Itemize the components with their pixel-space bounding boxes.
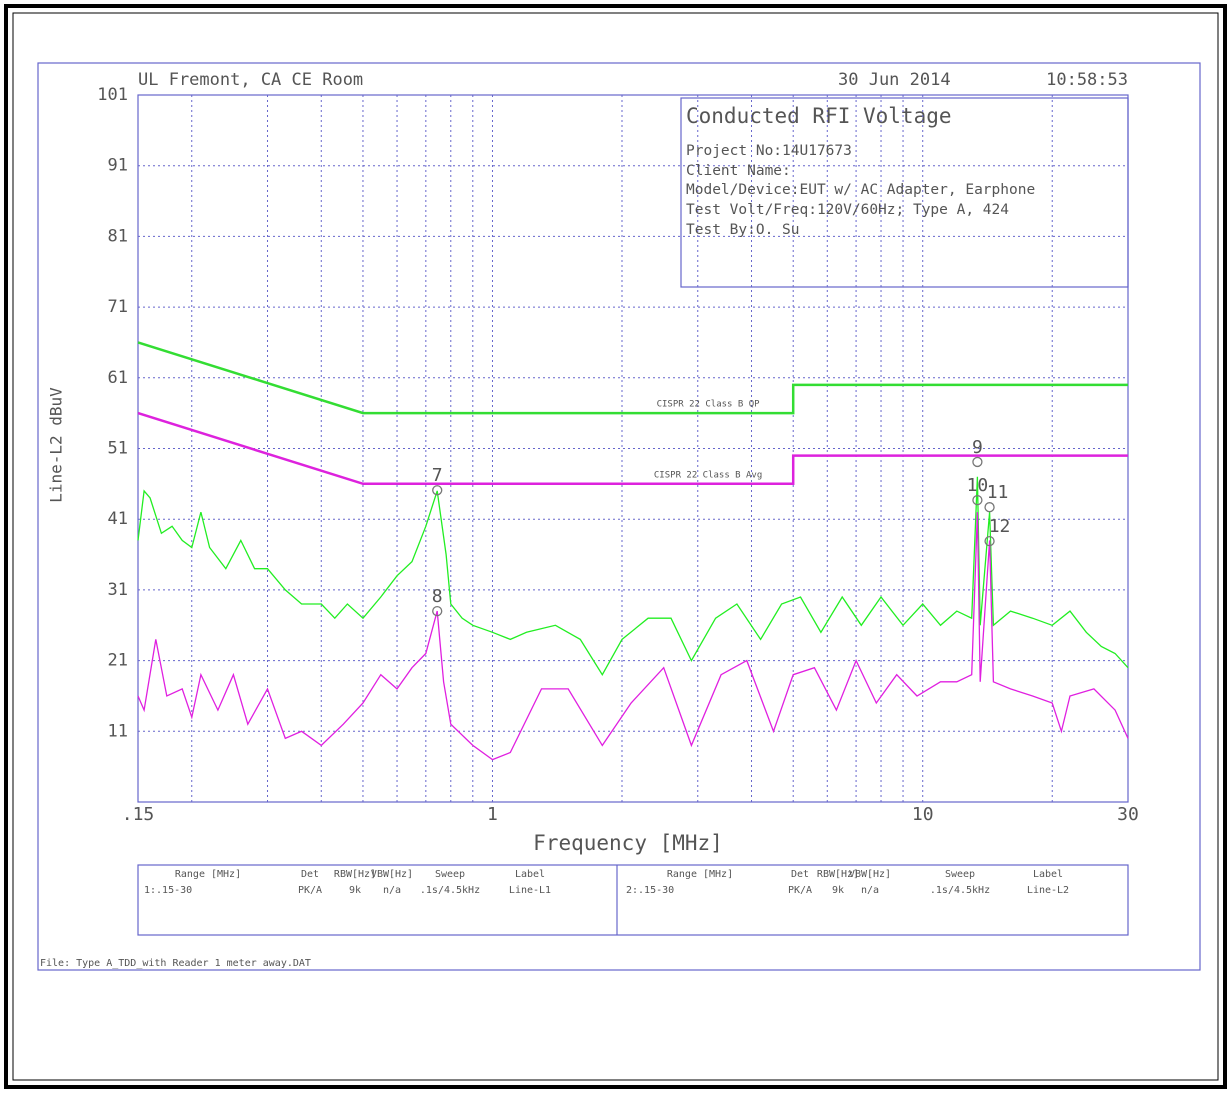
y-tick-label: 41: [108, 509, 128, 529]
table-cell: 9k: [349, 885, 361, 896]
legend-table: [137, 864, 1129, 936]
marker-label: 7: [432, 465, 443, 486]
table-cell: .1s/4.5kHz: [420, 885, 480, 896]
y-tick-label: 61: [108, 368, 128, 388]
date: 30 Jun 2014: [838, 70, 951, 90]
x-tick-label: 10: [912, 804, 934, 825]
table-header: Sweep: [945, 869, 975, 880]
table-cell: 1:.15-30: [144, 885, 192, 896]
plot: CISPR 22 Class B QP CISPR 22 Class B Avg 7…: [137, 341, 1129, 761]
y-tick-label: 31: [108, 580, 128, 600]
table-header: Sweep: [435, 869, 465, 880]
trace: [137, 512, 1129, 761]
grid: 11 21 31 41 51 61 71 81 91 101 .15 1 10 30: [97, 85, 1139, 825]
marker: [972, 494, 983, 506]
marker: [984, 502, 995, 513]
time: 10:58:53: [1046, 70, 1128, 90]
marker-label: 9: [972, 437, 983, 458]
table-header: Range [MHz]: [667, 869, 733, 880]
table-cell: n/a: [861, 885, 879, 896]
table-header: VBW[Hz]: [849, 869, 891, 880]
outer-frame: [4, 4, 1227, 1089]
x-axis-label: Frequency [MHz]: [533, 831, 723, 855]
table-cell: 9k: [832, 885, 844, 896]
table-header: Label: [1033, 869, 1063, 880]
footer: File: Type A_TDD_with Reader 1 meter awa…: [40, 958, 311, 969]
table-header: Det: [791, 869, 809, 880]
info-title: Conducted RFI Voltage: [686, 104, 952, 128]
x-tick-label: .15: [122, 804, 155, 825]
table-cell: Line-L2: [1027, 885, 1069, 896]
y-tick-label: 21: [108, 651, 128, 671]
marker-label: 8: [432, 586, 443, 607]
marker: [432, 485, 443, 496]
y-tick-label: 91: [108, 156, 128, 176]
table-cell: 2:.15-30: [626, 885, 674, 896]
table-cell: .1s/4.5kHz: [930, 885, 990, 896]
info-line: Test Volt/Freq:120V/60Hz; Type A, 424: [686, 202, 1009, 218]
marker: [432, 605, 443, 617]
table-cell: PK/A: [788, 885, 812, 896]
info-line: Project No:14U17673: [686, 143, 852, 159]
table-header: RBW[Hz]: [334, 869, 376, 880]
limit-label: CISPR 22 Class B Avg: [654, 470, 762, 480]
info-line: Model/Device:EUT w/ AC Adapter, Earphone: [686, 182, 1035, 198]
limit-line: [137, 341, 1128, 415]
marker-label: 12: [989, 516, 1011, 537]
y-tick-label: 101: [97, 85, 128, 105]
marker: [972, 456, 983, 468]
info-line: Test By:O. Su: [686, 222, 800, 238]
limit-label: CISPR 22 Class B QP: [657, 400, 761, 410]
marker-label: 10: [967, 475, 989, 496]
table-header: VBW[Hz]: [371, 869, 413, 880]
y-tick-label: 11: [108, 721, 128, 741]
limit-line: [137, 411, 1128, 486]
table-header: Det: [301, 869, 319, 880]
table-header: RBW[Hz]: [817, 869, 859, 880]
info-box: [680, 97, 1129, 288]
y-tick-label: 71: [108, 297, 128, 317]
y-axis-label: Line-L2 dBuV: [47, 387, 66, 503]
x-tick-label: 30: [1117, 804, 1139, 825]
x-tick-label: 1: [487, 804, 498, 825]
table-cell: n/a: [383, 885, 401, 896]
info-line: Client Name:: [686, 163, 791, 179]
site: UL Fremont, CA CE Room: [138, 70, 363, 90]
table-header: Range [MHz]: [175, 869, 241, 880]
marker: [984, 535, 995, 547]
marker-label: 11: [987, 482, 1009, 503]
trace: [137, 476, 1129, 676]
table-header: Label: [515, 869, 545, 880]
y-tick-label: 51: [108, 439, 128, 459]
y-tick-label: 81: [108, 226, 128, 246]
plot-frame: [37, 62, 1201, 971]
table-cell: PK/A: [298, 885, 322, 896]
inner-frame: [12, 12, 1219, 1081]
table-cell: Line-L1: [509, 885, 551, 896]
